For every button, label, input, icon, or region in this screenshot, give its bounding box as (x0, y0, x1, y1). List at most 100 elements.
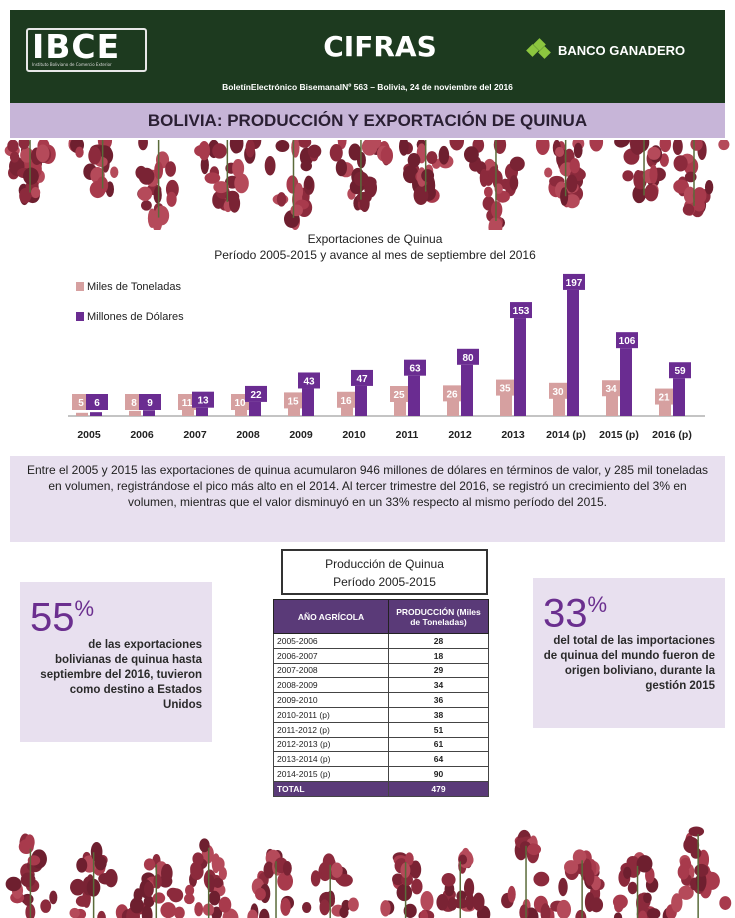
data-label-tons: 10 (234, 398, 246, 409)
label-box-tons (655, 388, 673, 405)
quinoa-grain (40, 899, 52, 913)
quinoa-grain (199, 838, 210, 853)
table-row: 2008-2009 34 (273, 677, 489, 694)
table-total-row: TOTAL 479 (273, 780, 489, 797)
row-value: 38 (388, 706, 489, 723)
table-row: 2011-2012 (p) 51 (273, 721, 489, 738)
quinoa-grain (347, 897, 359, 912)
quinoa-grain (153, 186, 162, 204)
quinoa-grain (165, 161, 176, 177)
quinoa-grain (255, 887, 266, 901)
quinoa-grain (18, 140, 30, 150)
stat-left-text: de las exportaciones bolivianas de quinu… (40, 639, 202, 712)
chart-title: Exportaciones de Quinua (307, 232, 443, 246)
bar-tons (288, 406, 300, 416)
label-box-dollars (86, 394, 108, 410)
quinoa-grain (27, 855, 41, 866)
label-box-dollars (351, 369, 373, 386)
row-year: 2006-2007 (273, 647, 389, 664)
quinoa-grain (403, 903, 417, 918)
quinoa-grain (88, 146, 102, 165)
quinoa-grain (622, 170, 634, 182)
bar-dollars (620, 348, 632, 416)
quinoa-grain (30, 187, 41, 199)
quinoa-grain (228, 194, 241, 213)
row-year: 2014-2015 (p) (273, 766, 389, 782)
quinoa-grain (535, 140, 550, 155)
data-label-dollars: 13 (197, 396, 209, 407)
page-title: CIFRAS (323, 30, 437, 63)
quinoa-grain (310, 870, 321, 887)
quinoa-grain (104, 869, 118, 888)
legend-swatch (76, 282, 84, 291)
row-value: 64 (388, 751, 489, 768)
quinoa-grain (472, 892, 485, 911)
bar-tons (235, 409, 247, 416)
quinoa-grain (493, 140, 507, 154)
quinoa-grain (138, 167, 155, 185)
quinoa-grain (290, 204, 303, 217)
quinoa-grain (649, 164, 658, 184)
tick-label: 2016 (p) (652, 429, 692, 441)
tick-label: 2008 (236, 429, 260, 441)
quinoa-grain (380, 146, 394, 165)
table-row: 2012-2013 (p) 61 (273, 736, 489, 753)
quinoa-grain (282, 860, 292, 876)
quinoa-grain (426, 151, 438, 164)
quinoa-grain (647, 146, 661, 160)
quinoa-grain (704, 180, 714, 195)
label-box-dollars (510, 302, 532, 319)
quinoa-grain (7, 140, 19, 153)
quinoa-grain (564, 194, 580, 209)
quinoa-grain (398, 140, 409, 156)
quinoa-grain (509, 156, 525, 172)
bank-logo: BANCO GANADERO (526, 38, 685, 60)
quinoa-grain (614, 140, 628, 148)
quinoa-grain (297, 140, 312, 148)
data-label-tons: 15 (287, 396, 299, 407)
data-label-tons: 5 (78, 398, 84, 409)
label-box-tons (178, 394, 196, 410)
stat-right-text: del total de las importaciones de quinua… (543, 635, 715, 693)
data-label-dollars: 197 (566, 278, 583, 289)
quinoa-grain (174, 906, 185, 918)
data-label-tons: 25 (393, 390, 405, 401)
quinoa-grain (300, 160, 312, 172)
col-production-header: PRODUCCIÓN (Miles de Toneladas) (388, 599, 489, 634)
quinoa-grain (245, 140, 255, 158)
quinoa-grain (166, 191, 177, 207)
legend-label: Miles de Toneladas (87, 281, 181, 293)
quinoa-grain (212, 143, 227, 159)
row-year: 2011-2012 (p) (273, 721, 389, 738)
quinoa-grain (569, 158, 580, 174)
quinoa-grain (507, 885, 516, 903)
quinoa-grain (234, 173, 249, 194)
tick-label: 2005 (77, 429, 101, 441)
tick-label: 2012 (448, 429, 472, 441)
quinoa-grain (560, 187, 569, 206)
row-year: 2005-2006 (273, 633, 389, 649)
quinoa-grain (184, 893, 195, 905)
quinoa-grain (336, 873, 353, 887)
quinoa-grain (479, 168, 489, 187)
quinoa-grain (566, 174, 578, 193)
quinoa-grain (488, 217, 503, 230)
tick-label: 2009 (289, 429, 313, 441)
table-row: 2007-2008 29 (273, 662, 489, 679)
quinoa-grain (94, 855, 107, 871)
quinoa-grain (380, 900, 391, 917)
row-year: 2013-2014 (p) (273, 751, 389, 768)
quinoa-grain (678, 885, 694, 900)
row-value: 18 (388, 647, 489, 664)
quinoa-grain (291, 140, 300, 158)
legend-swatch (76, 312, 84, 321)
bar-tons (553, 396, 565, 416)
quinoa-grain (420, 891, 434, 911)
total-label: TOTAL (273, 780, 389, 797)
quinoa-grain (509, 175, 519, 191)
logo-text: IBCE (32, 27, 121, 66)
data-label-tons: 21 (658, 393, 670, 404)
table-row: 2005-2006 28 (273, 633, 489, 649)
bar-tons (129, 410, 141, 416)
quinoa-grain (409, 860, 422, 879)
